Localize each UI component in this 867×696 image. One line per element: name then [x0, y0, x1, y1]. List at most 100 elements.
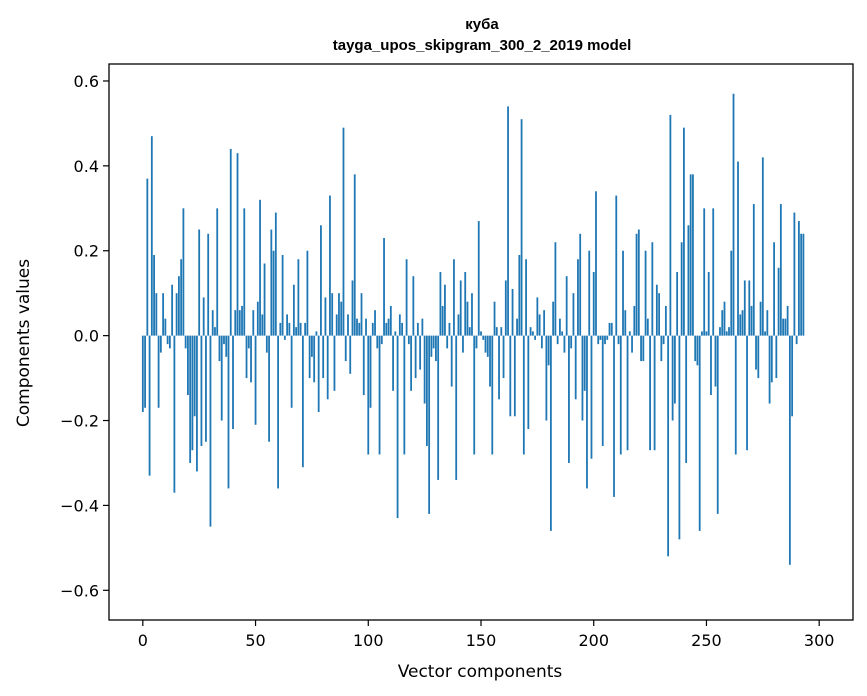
bar-component-13	[171, 284, 174, 336]
bar-component-71	[301, 335, 304, 468]
bar-component-93	[351, 280, 354, 336]
bar-component-120	[412, 276, 415, 336]
bar-component-191	[572, 293, 575, 336]
bar-component-273	[757, 335, 760, 379]
bar-component-49	[252, 310, 255, 336]
bar-component-126	[425, 335, 428, 446]
bar-component-108	[385, 322, 388, 336]
bar-component-268	[746, 335, 748, 451]
bar-component-167	[518, 254, 521, 336]
bar-component-36	[223, 335, 225, 345]
bar-component-155	[491, 335, 494, 455]
bar-component-265	[739, 314, 742, 336]
bar-component-148	[475, 335, 478, 349]
bar-component-175	[536, 297, 539, 336]
x-tick-label: 200	[578, 631, 609, 650]
bar-component-102	[371, 322, 374, 336]
bar-component-56	[268, 335, 270, 442]
bar-component-146	[471, 293, 473, 336]
bar-component-142	[462, 335, 464, 353]
bar-component-85	[333, 335, 336, 391]
bar-component-190	[570, 335, 573, 349]
bar-component-73	[306, 250, 309, 336]
bar-component-179	[545, 335, 548, 421]
bar-component-29	[207, 233, 210, 336]
bar-component-2	[146, 178, 149, 336]
bar-component-256	[719, 327, 721, 336]
bar-component-163	[509, 335, 512, 417]
bar-component-290	[795, 335, 798, 345]
bar-component-131	[437, 335, 440, 480]
bar-component-58	[272, 250, 275, 336]
bar-component-119	[410, 335, 413, 391]
bar-component-284	[782, 318, 785, 336]
bar-component-34	[218, 335, 221, 362]
bar-component-221	[640, 335, 642, 362]
chart-title: куба	[465, 16, 499, 33]
bar-component-136	[448, 322, 451, 336]
bar-component-223	[644, 250, 647, 336]
bar-component-260	[728, 327, 730, 336]
bar-component-236	[673, 335, 676, 404]
bar-component-287	[788, 335, 791, 565]
bar-component-193	[577, 259, 579, 336]
x-tick-label: 50	[245, 631, 265, 650]
bar-component-224	[646, 318, 649, 336]
bar-component-38	[227, 335, 230, 489]
bar-component-153	[486, 335, 489, 357]
bar-component-249	[703, 208, 706, 336]
bar-component-208	[610, 322, 613, 336]
bar-component-262	[732, 93, 735, 336]
bar-component-181	[549, 335, 552, 531]
bar-component-261	[730, 250, 733, 336]
bar-component-111	[392, 335, 394, 391]
bar-component-12	[168, 335, 171, 349]
bar-component-143	[464, 271, 467, 336]
bar-component-205	[604, 335, 606, 345]
bar-component-166	[516, 318, 518, 336]
bar-component-128	[430, 335, 433, 357]
bar-component-15	[175, 293, 178, 336]
bar-component-198	[588, 250, 591, 336]
bar-component-196	[583, 335, 586, 391]
bar-component-214	[624, 310, 627, 336]
x-tick-label: 100	[353, 631, 384, 650]
bar-component-1	[144, 335, 146, 408]
bar-component-87	[338, 293, 340, 336]
bar-component-138	[453, 259, 455, 336]
bar-component-286	[786, 305, 789, 336]
bar-component-94	[353, 174, 356, 336]
bar-component-277	[766, 310, 769, 336]
bar-component-129	[432, 335, 435, 349]
bar-component-103	[374, 310, 376, 336]
bar-component-291	[797, 221, 800, 336]
bar-component-259	[725, 331, 728, 336]
bar-component-180	[547, 335, 550, 366]
bar-component-171	[527, 335, 530, 429]
bar-component-272	[755, 335, 757, 370]
bar-component-51	[256, 301, 259, 336]
bar-component-145	[468, 327, 471, 336]
bar-component-206	[606, 335, 609, 340]
bar-component-80	[322, 335, 325, 379]
bar-component-26	[200, 335, 203, 446]
bar-component-59	[274, 212, 277, 336]
bar-component-10	[164, 318, 167, 336]
bar-component-182	[552, 301, 555, 336]
bar-component-156	[493, 301, 496, 336]
bar-component-42	[236, 153, 239, 336]
bar-component-11	[166, 335, 169, 345]
bar-component-70	[299, 322, 302, 336]
bar-component-91	[347, 314, 349, 336]
y-tick-label: −0.4	[60, 496, 99, 515]
bar-component-257	[721, 310, 724, 336]
bar-component-292	[800, 233, 803, 336]
bar-component-0	[141, 335, 144, 413]
bar-component-240	[683, 127, 685, 336]
bar-component-174	[534, 335, 537, 340]
bar-component-81	[324, 297, 327, 336]
bar-component-237	[676, 271, 679, 336]
bar-component-216	[628, 331, 631, 336]
chart-subtitle: tayga_upos_skipgram_300_2_2019 model	[333, 37, 632, 54]
bar-component-269	[748, 280, 751, 336]
